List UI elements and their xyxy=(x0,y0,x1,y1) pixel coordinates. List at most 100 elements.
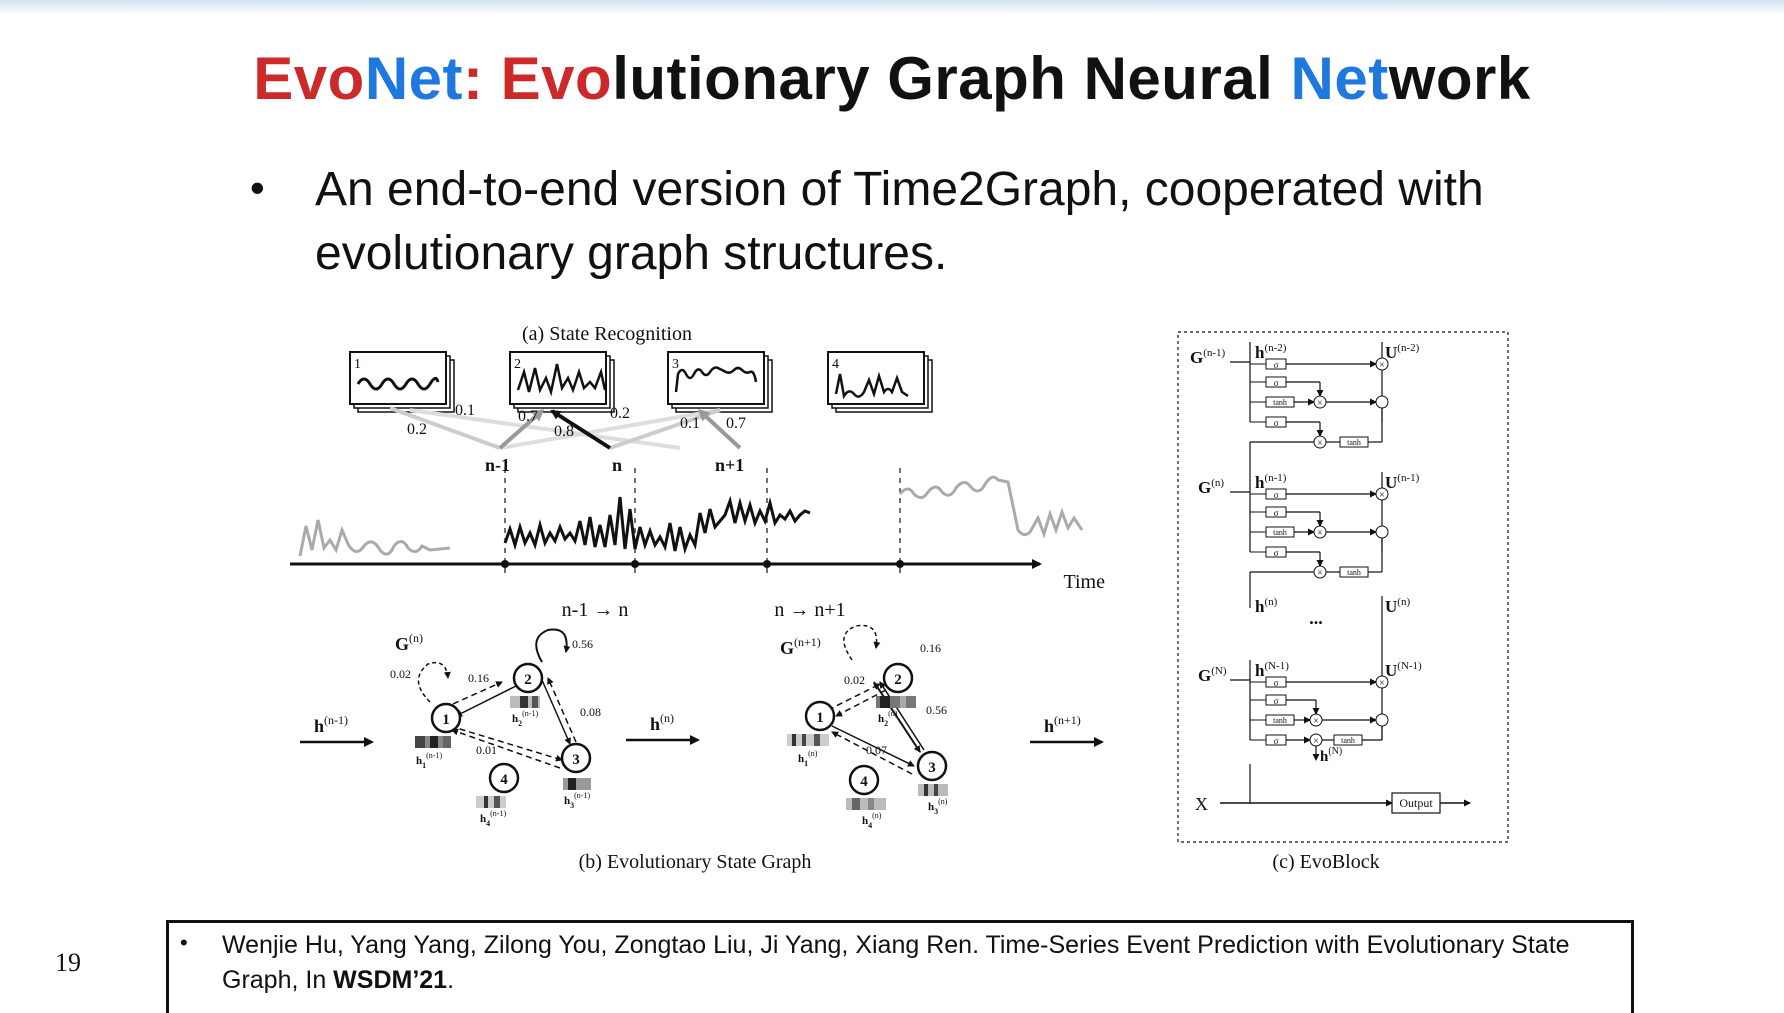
svg-text:4: 4 xyxy=(500,772,508,788)
svg-text:σ: σ xyxy=(1274,548,1279,558)
svg-text:h(n+1): h(n+1) xyxy=(1044,713,1081,736)
svg-text:0.08: 0.08 xyxy=(580,705,601,719)
bullet-point: • xyxy=(250,164,265,211)
svg-text:0.07: 0.07 xyxy=(866,743,887,757)
svg-text:×: × xyxy=(1317,568,1323,579)
svg-text:G(n): G(n) xyxy=(1198,477,1224,497)
reference-bullet: • xyxy=(180,930,188,955)
svg-text:tanh: tanh xyxy=(1347,568,1361,577)
svg-text:2: 2 xyxy=(894,672,902,688)
g1-node-3: 3 xyxy=(560,742,592,774)
svg-text:tanh: tanh xyxy=(1273,716,1287,725)
evoblock-row-1: G(n-1) h(n-2) U(n-2) σ σ tanh σ × × × xyxy=(1190,342,1420,468)
svg-text:h2(n-1): h2(n-1) xyxy=(512,709,538,728)
caption-a: (a) State Recognition xyxy=(522,323,692,345)
svg-text:0.02: 0.02 xyxy=(844,673,865,687)
g2-node-2: 2 xyxy=(882,662,914,694)
svg-text:0.56: 0.56 xyxy=(926,703,947,717)
svg-text:4: 4 xyxy=(860,774,868,790)
g1-embeddings xyxy=(415,696,591,808)
title-colon: : xyxy=(463,45,501,112)
state-label-3: 3 xyxy=(672,357,679,372)
evoblock-row-3: h(n) U(n) ... xyxy=(1255,596,1410,636)
svg-text:σ: σ xyxy=(1274,378,1279,388)
title-evo-2: Evo xyxy=(500,45,613,112)
transition-label-2: n → n+1 xyxy=(774,599,845,621)
panel-a-state-recognition: (a) State Recognition 1 2 3 xyxy=(290,323,1105,621)
svg-text:σ: σ xyxy=(1274,696,1279,706)
svg-text:×: × xyxy=(1317,438,1323,449)
svg-text:h(n): h(n) xyxy=(1255,596,1278,616)
svg-text:h3(n): h3(n) xyxy=(928,797,948,816)
svg-text:U(n): U(n) xyxy=(1385,596,1410,616)
g2-embeddings xyxy=(787,696,948,810)
g2-node-1: 1 xyxy=(804,700,836,732)
svg-text:G(N): G(N) xyxy=(1198,665,1227,685)
arrow-h-n-1: h(n-1) xyxy=(300,713,374,747)
svg-text:σ: σ xyxy=(1274,678,1279,688)
state-label-2: 2 xyxy=(514,357,521,372)
svg-text:0.56: 0.56 xyxy=(572,637,593,651)
svg-text:0.02: 0.02 xyxy=(390,667,411,681)
svg-text:×: × xyxy=(1313,716,1319,727)
weight-label-4: 0.8 xyxy=(554,423,574,440)
svg-text:h(n-1): h(n-1) xyxy=(314,713,348,736)
svg-text:h3(n-1): h3(n-1) xyxy=(564,791,590,810)
segment-label-n+1: n+1 xyxy=(715,455,744,475)
weight-label-1: 0.1 xyxy=(455,402,475,419)
svg-text:×: × xyxy=(1317,398,1323,409)
graph-g-n-plus-1: G(n+1) 0.02 0.16 0.56 0.07 1 2 3 4 h1(n) xyxy=(780,624,948,830)
svg-text:h(n-1): h(n-1) xyxy=(1255,472,1287,492)
segment-label-n-1: n-1 xyxy=(485,455,510,475)
g2-node-3: 3 xyxy=(916,750,948,782)
weight-label-7: 0.7 xyxy=(726,415,746,432)
g1-node-2: 2 xyxy=(512,662,544,694)
svg-text:1: 1 xyxy=(442,712,450,728)
svg-text:U(N-1): U(N-1) xyxy=(1385,660,1422,680)
evoblock-ellipsis: ... xyxy=(1309,608,1323,628)
svg-text:σ: σ xyxy=(1274,736,1279,746)
state-assignment-arrows xyxy=(389,406,742,450)
state-box-2: 2 xyxy=(509,351,615,413)
segment-label-n: n xyxy=(612,455,622,475)
svg-text:U(n-1): U(n-1) xyxy=(1385,472,1420,492)
svg-text:0.16: 0.16 xyxy=(920,641,941,655)
svg-text:0.01: 0.01 xyxy=(476,743,497,757)
arrow-h-n-plus-1: h(n+1) xyxy=(1030,713,1104,747)
evoblock-frame xyxy=(1177,331,1509,843)
svg-text:3: 3 xyxy=(928,760,936,776)
svg-text:tanh: tanh xyxy=(1273,528,1287,537)
svg-text:×: × xyxy=(1313,736,1319,747)
svg-text:h(n-2): h(n-2) xyxy=(1255,342,1287,362)
caption-c: (c) EvoBlock xyxy=(1272,851,1379,873)
weight-label-3: 0.7 xyxy=(518,408,538,425)
title-middle: lutionary Graph Neural xyxy=(612,45,1291,112)
g1-node-1: 1 xyxy=(430,702,462,734)
svg-text:h4(n-1): h4(n-1) xyxy=(480,809,506,828)
state-label-4: 4 xyxy=(832,357,839,372)
title-evo: Evo xyxy=(253,45,365,112)
evoblock-row-2: G(n) h(n-1) U(n-1) σ σ tanh σ × × × xyxy=(1198,468,1420,608)
evoblock-input-x: X xyxy=(1195,794,1208,814)
svg-text:h(N): h(N) xyxy=(1320,746,1342,765)
svg-text:h(N-1): h(N-1) xyxy=(1255,660,1289,680)
g2-node-4: 4 xyxy=(848,764,880,796)
reference-end: . xyxy=(447,966,455,994)
slide-title: EvoNet: Evolutionary Graph Neural Networ… xyxy=(0,44,1784,113)
svg-text:σ: σ xyxy=(1274,490,1279,500)
caption-b: (b) Evolutionary State Graph xyxy=(579,851,812,873)
svg-text:tanh: tanh xyxy=(1341,736,1355,745)
top-band xyxy=(0,0,1784,14)
panel-c-evoblock: G(n-1) h(n-2) U(n-2) σ σ tanh σ × × × xyxy=(1177,331,1509,873)
svg-text:0.16: 0.16 xyxy=(468,671,489,685)
bullet-text: An end-to-end version of Time2Graph, coo… xyxy=(315,163,1484,280)
weight-label-6: 0.1 xyxy=(680,415,700,432)
title-end: work xyxy=(1388,45,1531,112)
svg-text:σ: σ xyxy=(1274,418,1279,428)
svg-text:tanh: tanh xyxy=(1347,438,1361,447)
svg-text:G(n+1): G(n+1) xyxy=(780,635,821,658)
time-axis xyxy=(290,559,1042,569)
svg-text:3: 3 xyxy=(572,752,580,768)
state-box-4: 4 xyxy=(827,351,933,413)
svg-text:h(n): h(n) xyxy=(650,711,674,734)
